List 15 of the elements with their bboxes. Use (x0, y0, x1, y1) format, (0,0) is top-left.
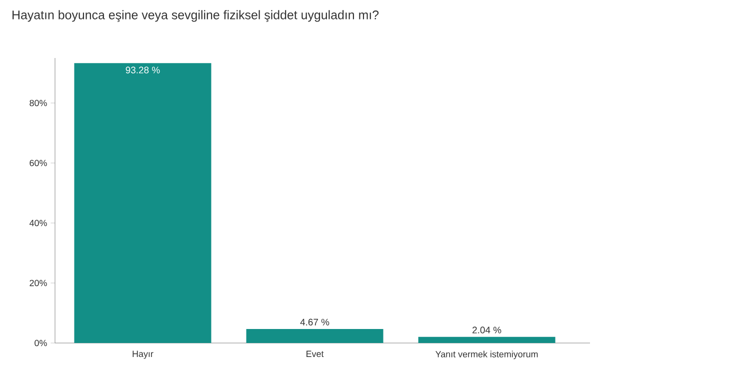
bar (74, 63, 212, 343)
bar (418, 336, 556, 343)
x-tick-label: Yanıt vermek istemiyorum (436, 350, 538, 360)
x-tick-label: Evet (306, 350, 324, 358)
y-tick-label: 60% (30, 160, 47, 166)
x-tick-label: Hayır (132, 350, 154, 359)
chart-title: Hayatın boyunca eşine veya sevgiline fiziksel şiddet uyguladın mı? (12, 10, 379, 22)
y-tick-label: 0% (34, 340, 47, 346)
bar (246, 328, 384, 343)
y-tick-label: 40% (29, 220, 47, 226)
data-label: 93.28 % (126, 66, 160, 74)
data-label: 2.04 % (472, 326, 502, 334)
data-label: 4.67 % (300, 318, 330, 326)
y-tick-label: 20% (30, 280, 47, 286)
y-tick-label: 80% (30, 100, 47, 106)
